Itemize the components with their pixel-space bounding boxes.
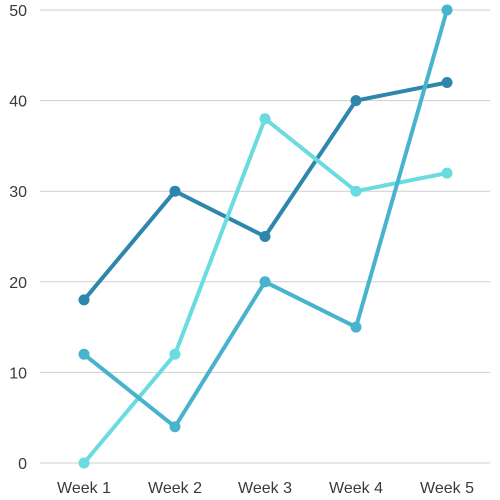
y-tick-label: 30	[9, 184, 27, 201]
data-point	[441, 167, 453, 179]
data-point	[169, 185, 181, 197]
y-axis-ticks: 0 10 20 30 40 50	[9, 3, 27, 473]
x-tick-label: Week 3	[238, 480, 292, 497]
x-tick-label: Week 4	[329, 480, 383, 497]
series-line	[82, 8, 449, 429]
series-line	[82, 116, 449, 465]
y-tick-label: 0	[18, 456, 27, 473]
data-point	[350, 321, 362, 333]
series-1	[78, 76, 453, 306]
series-2	[78, 113, 453, 469]
series-layer	[78, 4, 453, 469]
data-point	[259, 276, 271, 288]
data-point	[78, 294, 90, 306]
data-point	[169, 421, 181, 433]
data-point	[169, 348, 181, 360]
y-tick-label: 10	[9, 365, 27, 382]
x-tick-label: Week 1	[57, 480, 111, 497]
data-point	[259, 231, 271, 242]
y-tick-label: 50	[9, 3, 27, 20]
x-tick-label: Week 5	[420, 480, 474, 497]
data-point	[78, 457, 90, 469]
x-axis-ticks: Week 1 Week 2 Week 3 Week 4 Week 5	[57, 480, 474, 497]
data-point	[78, 348, 90, 360]
data-point	[350, 185, 362, 197]
y-tick-label: 20	[9, 275, 27, 292]
series-3	[78, 4, 453, 433]
y-tick-label: 40	[9, 94, 27, 111]
data-point	[441, 76, 453, 88]
x-tick-label: Week 2	[148, 480, 202, 497]
data-point	[350, 95, 362, 107]
data-point	[441, 4, 453, 16]
data-point	[259, 113, 271, 125]
